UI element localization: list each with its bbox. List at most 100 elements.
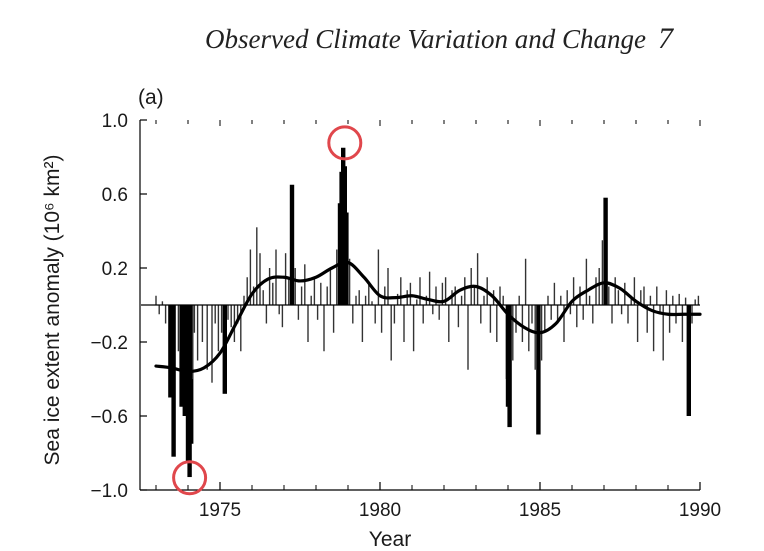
anomaly-bar [158, 305, 160, 315]
y-tick-label: 1.0 [102, 111, 128, 132]
anomaly-bar [534, 305, 536, 370]
anomaly-bar [601, 240, 604, 305]
anomaly-bar [316, 305, 319, 320]
anomaly-bar [518, 295, 520, 305]
anomaly-bar [329, 268, 332, 305]
anomaly-bar [428, 271, 431, 305]
anomaly-bar [246, 277, 248, 305]
y-axis-label: Sea ice extent anomaly (10⁶ km²) [41, 155, 64, 466]
anomaly-bar [646, 305, 648, 333]
anomaly-bar [297, 305, 300, 320]
page-number: 7 [657, 22, 673, 55]
anomaly-bar [358, 290, 360, 305]
anomaly-bar [348, 258, 351, 305]
anomaly-bar [480, 305, 482, 324]
anomaly-bar [243, 295, 245, 305]
anomaly-bar [230, 305, 232, 328]
anomaly-bar [272, 282, 274, 305]
anomaly-bar [686, 305, 691, 416]
anomaly-bar [617, 290, 620, 305]
anomaly-bar [536, 305, 541, 435]
anomaly-bar [307, 305, 309, 342]
panel-label: (a) [138, 86, 164, 109]
anomaly-bar [585, 258, 588, 305]
anomaly-bar [268, 268, 271, 305]
anomaly-bar [566, 290, 568, 305]
anomaly-bar [192, 305, 194, 379]
anomaly-bar [614, 277, 616, 305]
anomaly-bar [336, 249, 338, 305]
highlight-circle [172, 460, 208, 496]
anomaly-bar [620, 305, 623, 315]
anomaly-bar [313, 277, 316, 305]
anomaly-bar [432, 305, 434, 315]
anomaly-bar [438, 305, 440, 320]
running-header-title: Observed Climate Variation and Change [205, 24, 646, 54]
anomaly-bar [464, 277, 466, 305]
anomaly-bar [252, 286, 255, 305]
anomaly-bar [640, 290, 642, 305]
y-tick-label: 0.2 [102, 259, 128, 280]
anomaly-bar [681, 305, 684, 342]
anomaly-bar [344, 212, 349, 305]
anomaly-bar [643, 286, 645, 305]
anomaly-bar [473, 286, 476, 305]
axis-ticks: 1.0 0.6 0.2 −0.2 −0.6 −1.0 1975 1980 1985 1990 [90, 111, 721, 521]
anomaly-bar [467, 305, 469, 370]
anomaly-bar [352, 305, 354, 324]
anomaly-bar [168, 305, 173, 398]
anomaly-bar [633, 277, 636, 305]
anomaly-bar [196, 305, 199, 361]
y-tick-label: 0.6 [102, 185, 128, 206]
anomaly-bar [220, 305, 223, 333]
anomaly-bar [656, 286, 658, 305]
anomaly-bar [502, 295, 504, 305]
anomaly-bar [550, 305, 552, 320]
anomaly-bar [588, 295, 591, 305]
anomaly-bar [179, 305, 184, 407]
axis-frame [139, 120, 700, 491]
anomaly-bar [211, 305, 213, 383]
anomaly-bar [294, 268, 296, 305]
anomaly-bar [595, 277, 597, 305]
anomaly-bar [177, 305, 180, 352]
anomaly-bar [262, 290, 264, 305]
anomaly-bar [563, 305, 565, 342]
anomaly-bar [521, 305, 524, 342]
anomaly-bar [694, 299, 696, 305]
anomaly-bar [377, 249, 380, 305]
anomaly-bar [412, 305, 415, 352]
x-tick-label: 1990 [679, 500, 721, 521]
anomaly-bar [419, 277, 421, 305]
anomaly-bar [368, 282, 370, 305]
anomaly-bar [265, 305, 268, 324]
x-axis-label: Year [369, 528, 411, 551]
anomaly-bar [668, 305, 671, 333]
anomaly-bar [240, 305, 242, 352]
anomaly-bar [371, 301, 373, 305]
anomaly-bar [300, 286, 303, 305]
anomaly-bar [636, 305, 639, 342]
anomaly-bar [323, 305, 325, 352]
anomaly-bar [332, 305, 335, 333]
anomaly-bar [281, 305, 284, 328]
x-tick-label: 1975 [199, 500, 241, 521]
anomaly-bar [569, 305, 572, 315]
anomaly-bar [222, 305, 227, 394]
anomaly-bar [627, 305, 629, 324]
anomaly-bar [304, 264, 306, 305]
anomaly-bar [489, 305, 492, 333]
anomaly-bar [454, 286, 456, 305]
anomaly-bar [400, 277, 402, 305]
anomaly-bar [161, 301, 164, 305]
anomaly-bar [476, 253, 479, 305]
anomaly-bar [560, 295, 562, 305]
anomaly-bar [630, 295, 632, 305]
x-tick-label: 1985 [519, 500, 561, 521]
anomaly-bar [524, 258, 527, 305]
anomaly-bar [444, 277, 447, 305]
anomaly-bar [284, 253, 287, 305]
anomaly-bar [189, 305, 194, 444]
highlights [172, 125, 363, 496]
anomaly-bar [422, 305, 424, 324]
